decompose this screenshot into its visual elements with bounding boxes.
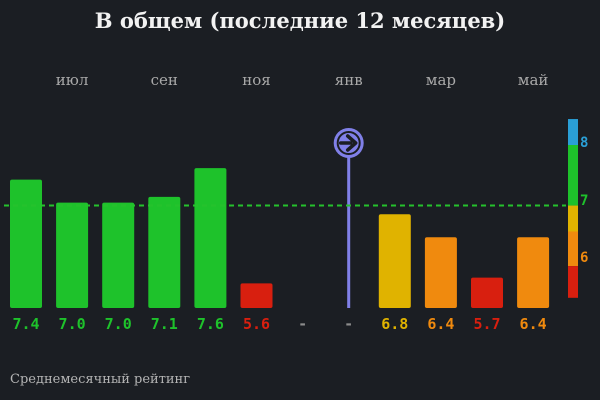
bar-10 [424,237,457,308]
bar-4 [148,196,181,308]
scale-label-7: 7 [580,192,589,209]
footer-label: Среднемесячный рейтинг [10,372,191,387]
bar-1 [10,179,42,308]
value-label-2: 7.0 [58,315,86,333]
month-label-8: янв [334,71,363,89]
scale-segment-orange [568,231,578,267]
value-label-9: 6.8 [381,315,409,333]
scale-label-8: 8 [580,135,589,151]
value-label-11: 5.7 [473,315,501,333]
value-label-6: 5.6 [242,315,271,333]
value-label-5: 7.6 [196,315,224,333]
bar-9 [378,214,411,308]
bar-11 [471,277,503,308]
bar-2 [56,202,89,308]
month-label-12: май [517,71,549,89]
scale-segment-red [568,266,578,298]
value-label-1: 7.4 [12,315,40,333]
value-label-7: - [298,315,308,333]
value-label-4: 7.1 [150,315,178,333]
bar-3 [102,202,135,308]
chart-title: В общем (последние 12 месяцев) [94,8,506,33]
month-label-4: сен [150,71,178,89]
arrow-right-icon [338,134,358,152]
value-label-3: 7.0 [104,315,132,333]
current-month-marker-ring [336,131,361,155]
value-label-12: 6.4 [519,315,547,333]
bar-12 [517,237,550,308]
scale-label-6: 6 [580,250,589,267]
month-label-10: мар [425,71,456,89]
month-label-2: июл [55,71,89,89]
scale-segment-green [568,145,578,206]
bar-6 [240,283,273,308]
value-label-10: 6.4 [427,315,455,333]
scale-segment-yellow [568,205,578,232]
month-label-6: ноя [242,71,271,89]
value-label-8: - [344,315,354,333]
bar-5 [194,168,227,308]
scale-segment-blue [568,119,578,145]
